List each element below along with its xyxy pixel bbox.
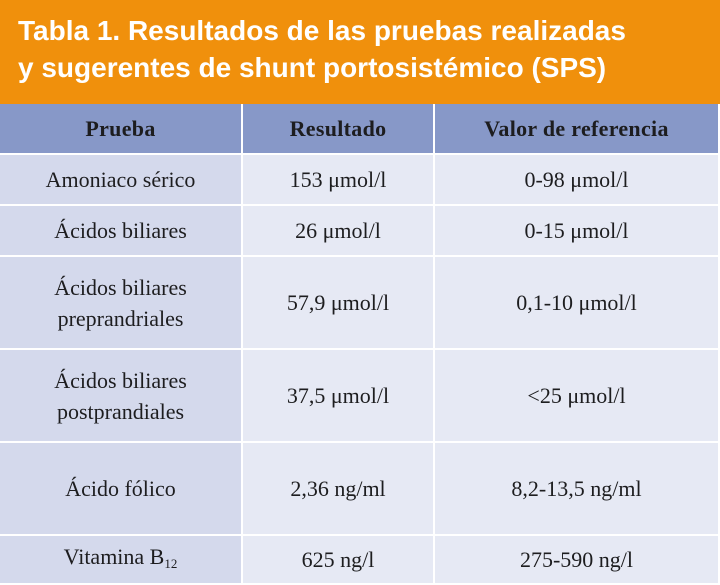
- header-test: Prueba: [0, 104, 243, 155]
- cell-test-line-1: Ácidos biliares: [54, 367, 187, 393]
- cell-test: Ácidos biliares: [0, 205, 243, 257]
- title-line-2: y sugerentes de shunt portosistémico (SP…: [18, 52, 607, 83]
- header-reference: Valor de referencia: [434, 104, 718, 155]
- cell-result: 153 μmol/l: [242, 154, 435, 206]
- cell-reference: <25 μmol/l: [434, 349, 718, 443]
- table-row: Ácidos biliares 26 μmol/l 0-15 μmol/l: [0, 205, 718, 257]
- cell-reference: 0-98 μmol/l: [434, 154, 718, 206]
- cell-result: 57,9 μmol/l: [242, 256, 435, 350]
- cell-result: 37,5 μmol/l: [242, 349, 435, 443]
- table-row: Ácido fólico 2,36 ng/ml 8,2-13,5 ng/ml: [0, 442, 718, 536]
- cell-test: Amoniaco sérico: [0, 154, 243, 206]
- table-row: Amoniaco sérico 153 μmol/l 0-98 μmol/l: [0, 154, 718, 206]
- cell-reference: 0,1-10 μmol/l: [434, 256, 718, 350]
- cell-result: 26 μmol/l: [242, 205, 435, 257]
- cell-result: 2,36 ng/ml: [242, 442, 435, 536]
- cell-result: 625 ng/l: [242, 535, 435, 585]
- cell-reference: 275-590 ng/l: [434, 535, 718, 585]
- cell-test-line-2: preprandriales: [57, 305, 184, 331]
- header-row: Prueba Resultado Valor de referencia: [0, 104, 718, 155]
- cell-test-line-2: postprandiales: [56, 398, 185, 424]
- cell-test-line-1: Ácidos biliares: [54, 274, 187, 300]
- cell-test: Vitamina B12: [0, 535, 243, 585]
- cell-reference: 0-15 μmol/l: [434, 205, 718, 257]
- cell-test: Ácido fólico: [0, 442, 243, 536]
- table-title: Tabla 1. Resultados de las pruebas reali…: [0, 0, 720, 104]
- cell-test-subscript: 12: [164, 555, 178, 571]
- cell-test: Ácidos biliares postprandiales: [0, 349, 243, 443]
- table-row: Vitamina B12 625 ng/l 275-590 ng/l: [0, 535, 718, 585]
- cell-test-text: Vitamina B: [63, 543, 165, 569]
- header-result: Resultado: [242, 104, 435, 155]
- title-line-1: Tabla 1. Resultados de las pruebas reali…: [18, 15, 626, 46]
- cell-test: Ácidos biliares preprandriales: [0, 256, 243, 350]
- table-row: Ácidos biliares postprandiales 37,5 μmol…: [0, 349, 718, 443]
- results-table: Prueba Resultado Valor de referencia Amo…: [0, 104, 718, 585]
- table-row: Ácidos biliares preprandriales 57,9 μmol…: [0, 256, 718, 350]
- cell-reference: 8,2-13,5 ng/ml: [434, 442, 718, 536]
